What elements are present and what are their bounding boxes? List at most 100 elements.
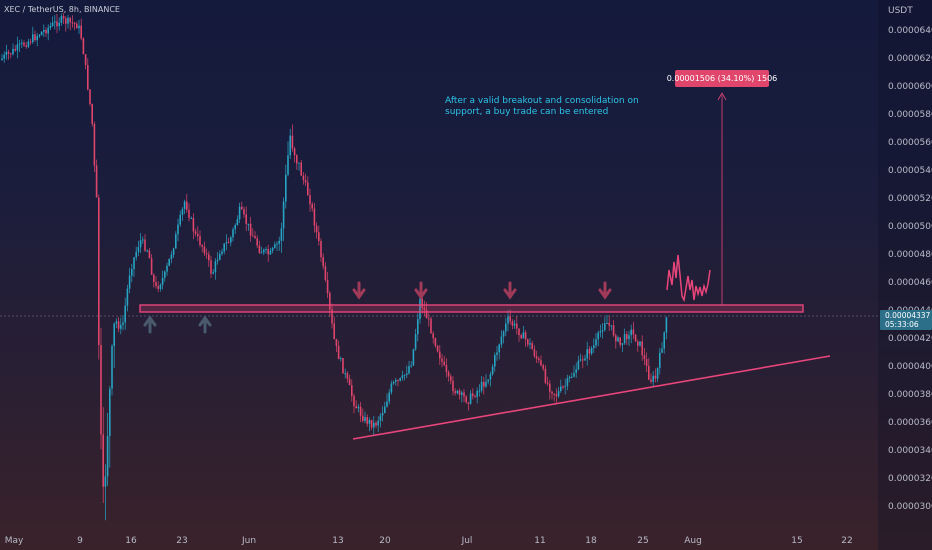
target-arrow-head — [717, 92, 727, 101]
x-tick-label: 22 — [841, 536, 852, 546]
candle-body — [566, 378, 569, 386]
candle-body — [186, 201, 188, 210]
candle-body — [78, 25, 80, 29]
x-tick-label: Jul — [461, 536, 473, 546]
y-tick-label: 0.00003400 — [888, 446, 932, 456]
candle-body — [399, 377, 401, 381]
candle-body — [619, 337, 621, 345]
candle-body — [597, 332, 599, 340]
candle-body — [49, 25, 52, 28]
candle-body — [309, 195, 311, 205]
y-tick-label: 0.00004200 — [888, 334, 932, 344]
candle-body — [100, 344, 102, 435]
x-tick-label: 9 — [77, 536, 83, 546]
candle-body — [410, 365, 412, 367]
candle-body — [654, 375, 657, 379]
candle-body — [568, 376, 571, 379]
candle-body — [443, 361, 445, 365]
candle-body — [542, 365, 544, 369]
candle-body — [300, 162, 302, 176]
candle-body — [615, 335, 617, 342]
candle-body — [344, 373, 346, 375]
candle-body — [23, 42, 25, 46]
candle-body — [190, 217, 192, 219]
candle-body — [183, 201, 186, 210]
x-tick-label: Aug — [684, 536, 702, 546]
x-tick-label: 18 — [585, 536, 597, 546]
y-tick-label: 0.00006400 — [888, 26, 932, 36]
candle-body — [390, 383, 393, 393]
candle-body — [122, 322, 124, 325]
candle-body — [617, 337, 619, 342]
candle-body — [573, 372, 575, 377]
candle-body — [406, 373, 408, 375]
candle-body — [520, 335, 522, 339]
candle-body — [199, 236, 201, 246]
candle-body — [362, 415, 364, 421]
candle-body — [476, 390, 478, 397]
candle-body — [230, 237, 232, 243]
y-tick-label: 0.00004600 — [888, 278, 932, 288]
y-tick-label: 0.00003000 — [888, 502, 932, 512]
candle-body — [267, 249, 269, 255]
candle-body — [623, 334, 626, 344]
candle-body — [428, 318, 430, 320]
candle-body — [280, 228, 283, 241]
candle-body — [318, 232, 320, 242]
up-arrow-marker — [198, 315, 212, 334]
candle-body — [232, 229, 234, 238]
candle-body — [80, 25, 82, 39]
countdown: 05:33:06 — [885, 320, 919, 329]
annotation-text: After a valid breakout and consolidation… — [445, 96, 642, 117]
candle-body — [518, 328, 520, 336]
candle-body — [27, 41, 30, 47]
candle-body — [632, 329, 635, 335]
candle-body — [535, 356, 538, 359]
candle-body — [641, 341, 643, 356]
candle-body — [661, 348, 663, 353]
candle-body — [483, 381, 485, 387]
candle-body — [601, 329, 604, 332]
candle-body — [69, 17, 71, 23]
target-label-box — [675, 70, 769, 87]
candle-body — [320, 241, 322, 258]
candle-body — [166, 265, 168, 272]
x-tick-label: Jun — [241, 536, 256, 546]
candle-body — [170, 254, 173, 259]
candle-body — [203, 246, 206, 254]
candle-body — [425, 310, 428, 319]
candle-body — [1, 58, 3, 60]
candle-body — [496, 352, 498, 355]
candle-body — [634, 334, 637, 342]
candle-body — [643, 355, 646, 360]
y-tick-label: 0.00005600 — [888, 138, 932, 148]
candle-body — [291, 135, 294, 149]
candle-body — [3, 54, 5, 59]
candle-body — [582, 359, 584, 361]
candle-body — [551, 391, 553, 394]
candle-body — [397, 380, 399, 382]
x-tick-label: 25 — [637, 536, 648, 546]
candle-body — [509, 316, 511, 322]
candle-body — [135, 251, 137, 258]
down-arrow-marker — [414, 281, 428, 300]
candle-body — [278, 240, 280, 244]
candle-body — [412, 349, 415, 366]
candle-body — [381, 413, 384, 416]
candle-body — [546, 382, 549, 384]
candle-body — [128, 275, 131, 289]
candle-body — [234, 225, 236, 230]
candle-body — [225, 242, 228, 244]
candle-body — [254, 236, 256, 239]
candle-body — [586, 349, 588, 359]
candle-body — [260, 252, 263, 254]
candle-body — [153, 274, 155, 283]
candle-body — [243, 209, 245, 215]
candle-body — [194, 231, 197, 234]
candle-body — [298, 162, 300, 164]
candle-body — [639, 341, 641, 346]
candle-body — [91, 103, 93, 124]
candle-body — [18, 43, 21, 45]
target-label: 0.00001506 (34.10%) 1506 — [667, 74, 778, 83]
